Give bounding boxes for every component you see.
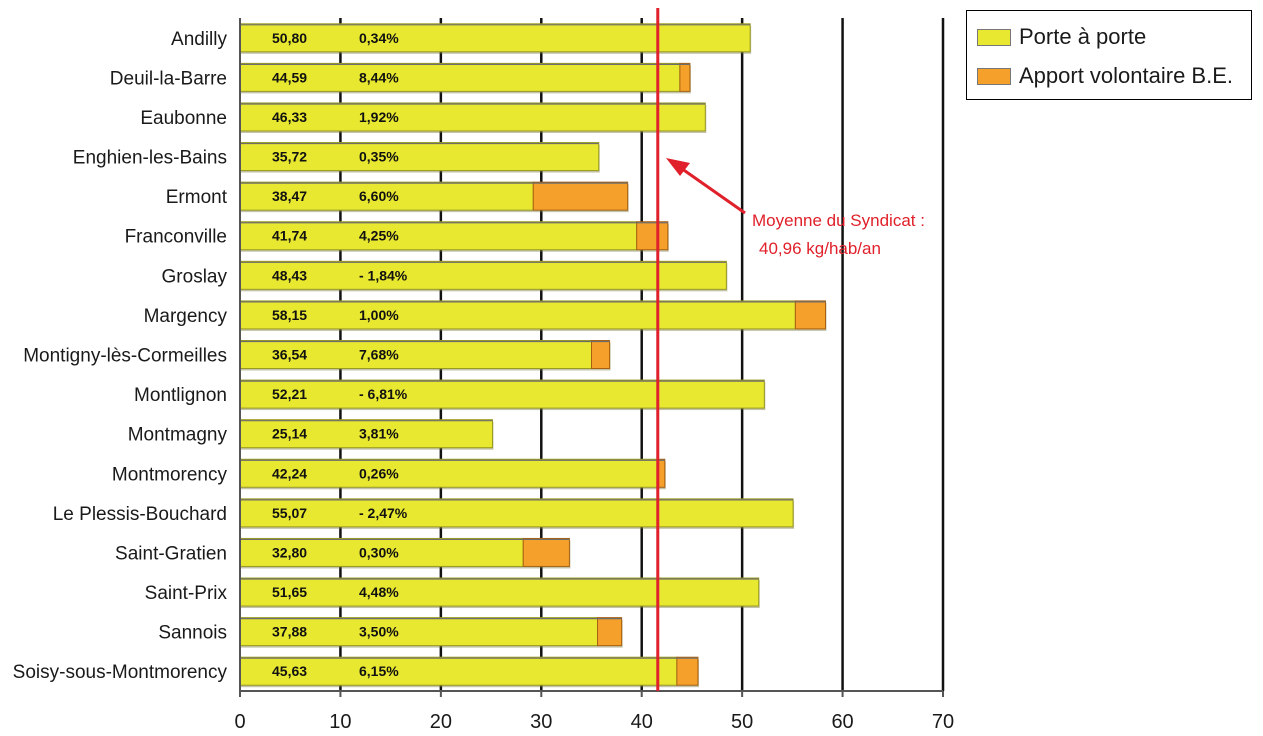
average-label-line1: Moyenne du Syndicat : xyxy=(752,211,925,230)
value-label: 35,72 xyxy=(272,149,307,165)
value-label: 42,24 xyxy=(272,465,307,481)
category-label: Sannois xyxy=(158,623,227,644)
percent-label: - 1,84% xyxy=(359,267,408,283)
value-label: 36,54 xyxy=(272,347,307,363)
bar-porte-a-porte xyxy=(239,300,796,330)
percent-label: - 2,47% xyxy=(359,505,408,521)
value-label: 58,15 xyxy=(272,307,307,323)
category-label: Montigny-lès-Cormeilles xyxy=(23,346,227,367)
percent-label: 6,60% xyxy=(359,188,399,204)
percent-label: 0,35% xyxy=(359,149,399,165)
average-label-line2: 40,96 kg/hab/an xyxy=(759,239,881,258)
category-label: Saint-Prix xyxy=(145,583,228,604)
legend-label-porte-a-porte: Porte à porte xyxy=(1019,24,1147,49)
value-label: 48,43 xyxy=(272,267,307,283)
x-axis: 0 10 20 30 40 50 60 70 xyxy=(234,18,954,733)
percent-label: 4,25% xyxy=(359,228,399,244)
bar-apport-volontaire xyxy=(597,617,623,647)
category-label: Andilly xyxy=(171,29,227,50)
bars: 50,80 0,34% 44,59 8,44% 46,33 1,92% 35,72 0,35%… xyxy=(239,23,827,688)
percent-label: 0,26% xyxy=(359,465,399,481)
value-label: 55,07 xyxy=(272,505,307,521)
percent-label: 0,34% xyxy=(359,30,399,46)
category-labels: Andilly Deuil-la-Barre Eaubonne Enghien-les… xyxy=(13,29,228,683)
value-label: 38,47 xyxy=(272,188,307,204)
bar-porte-a-porte xyxy=(239,419,493,449)
bar-apport-volontaire xyxy=(679,62,691,92)
bar-apport-volontaire xyxy=(794,300,826,330)
category-label: Enghien-les-Bains xyxy=(73,148,227,169)
bar-porte-a-porte xyxy=(239,498,794,528)
percent-label: 0,30% xyxy=(359,544,399,560)
value-label: 32,80 xyxy=(272,544,307,560)
x-tick-label: 30 xyxy=(530,711,552,733)
legend-item-porte-a-porte: Porte à porte xyxy=(977,24,1146,50)
value-label: 51,65 xyxy=(272,584,307,600)
x-tick-label: 0 xyxy=(234,711,245,733)
category-label: Soisy-sous-Montmorency xyxy=(13,662,228,683)
percent-label: 3,81% xyxy=(359,426,399,442)
bar-porte-a-porte xyxy=(239,142,600,172)
percent-label: 1,00% xyxy=(359,307,399,323)
percent-label: 1,92% xyxy=(359,109,399,125)
value-label: 46,33 xyxy=(272,109,307,125)
x-tick-label: 60 xyxy=(831,711,853,733)
bar-porte-a-porte xyxy=(239,260,727,290)
value-label: 41,74 xyxy=(272,228,307,244)
bar-porte-a-porte xyxy=(239,577,760,607)
bar-porte-a-porte xyxy=(239,23,751,53)
legend-swatch-apport-volontaire xyxy=(977,67,1011,85)
legend-swatch-porte-a-porte xyxy=(977,28,1011,46)
legend-label-apport-volontaire: Apport volontaire B.E. xyxy=(1019,63,1234,88)
bar-apport-volontaire xyxy=(532,181,629,211)
category-label: Montmorency xyxy=(112,464,228,485)
bar-apport-volontaire xyxy=(636,221,669,251)
percent-label: - 6,81% xyxy=(359,386,408,402)
percent-label: 3,50% xyxy=(359,624,399,640)
category-label: Eaubonne xyxy=(140,108,227,129)
bar-chart: 50,80 0,34% 44,59 8,44% 46,33 1,92% 35,72 0,35%… xyxy=(13,8,954,733)
category-label: Groslay xyxy=(162,266,228,287)
legend: Porte à porte Apport volontaire B.E. xyxy=(966,10,1252,100)
x-tick-label: 40 xyxy=(631,711,653,733)
category-label: Montmagny xyxy=(128,425,228,446)
percent-label: 6,15% xyxy=(359,663,399,679)
legend-item-apport-volontaire: Apport volontaire B.E. xyxy=(977,63,1233,89)
bar-apport-volontaire xyxy=(522,537,570,567)
x-tick-label: 50 xyxy=(731,711,753,733)
bar-apport-volontaire xyxy=(591,340,611,369)
category-label: Montlignon xyxy=(134,385,227,406)
category-label: Saint-Gratien xyxy=(115,543,227,564)
value-label: 25,14 xyxy=(272,426,307,442)
bar-porte-a-porte xyxy=(239,537,524,567)
x-tick-label: 10 xyxy=(329,711,351,733)
value-label: 37,88 xyxy=(272,624,307,640)
category-label: Franconville xyxy=(125,227,227,248)
value-label: 52,21 xyxy=(272,386,307,402)
x-tick-label: 70 xyxy=(932,711,954,733)
bar-porte-a-porte xyxy=(239,379,765,409)
value-label: 45,63 xyxy=(272,663,307,679)
average-marker: Moyenne du Syndicat : 40,96 kg/hab/an xyxy=(656,8,925,691)
bar-porte-a-porte xyxy=(239,340,592,369)
value-label: 50,80 xyxy=(272,30,307,46)
percent-label: 4,48% xyxy=(359,584,399,600)
annotation-arrow-shaft xyxy=(677,164,746,215)
annotation-arrow-head xyxy=(666,158,690,176)
category-label: Margency xyxy=(144,306,228,327)
bar-porte-a-porte xyxy=(239,656,678,686)
category-label: Le Plessis-Bouchard xyxy=(53,504,227,525)
category-label: Ermont xyxy=(166,187,228,208)
percent-label: 8,44% xyxy=(359,69,399,85)
bar-apport-volontaire xyxy=(676,656,699,686)
percent-label: 7,68% xyxy=(359,347,399,363)
bar-porte-a-porte xyxy=(239,102,706,132)
value-label: 44,59 xyxy=(272,69,307,85)
x-tick-label: 20 xyxy=(430,711,452,733)
category-label: Deuil-la-Barre xyxy=(110,68,227,89)
bar-porte-a-porte xyxy=(239,221,638,251)
